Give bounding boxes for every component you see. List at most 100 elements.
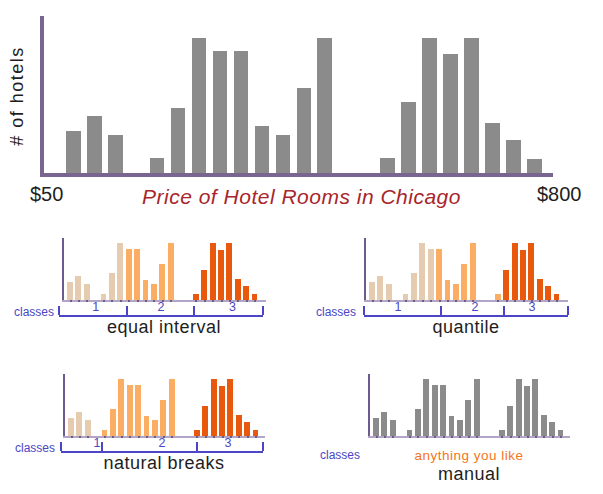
panel-title: equal interval	[52, 317, 276, 338]
classes-label: classes	[316, 305, 356, 319]
histogram-bar	[474, 379, 480, 436]
histogram-bar	[143, 280, 149, 300]
axis-tick	[86, 300, 88, 302]
axis-tick	[204, 300, 206, 302]
histogram-bar	[512, 243, 518, 300]
histogram-bar	[84, 284, 90, 300]
bracket-tick	[58, 306, 60, 315]
axis-tick	[128, 300, 130, 302]
manual-note: anything you like	[368, 448, 570, 463]
axis-tick	[443, 436, 445, 438]
main-histogram-bars	[66, 38, 548, 173]
class-number-label: 2	[471, 300, 478, 314]
histogram-bar	[485, 123, 500, 173]
class-bracket: 123	[59, 303, 263, 317]
histogram-bar	[373, 418, 379, 436]
axis-tick	[213, 436, 215, 438]
histogram-bar	[67, 282, 73, 300]
class-number-label: 3	[225, 436, 232, 450]
histogram-bar	[297, 88, 312, 173]
histogram-bar	[226, 243, 232, 300]
axis-tick	[417, 436, 419, 438]
panel-y-axis-line	[368, 374, 370, 438]
panel-title: natural breaks	[53, 453, 275, 474]
axis-tick	[247, 436, 249, 438]
histogram-bar	[415, 409, 421, 436]
histogram-bar	[423, 379, 429, 436]
histogram-bar	[276, 135, 291, 173]
chart-title: Price of Hotel Rooms in Chicago	[0, 185, 603, 209]
histogram-bar	[169, 379, 175, 436]
histogram-bar	[422, 38, 437, 173]
y-axis-line	[40, 16, 44, 177]
histogram-bar	[66, 131, 81, 173]
histogram-bar	[461, 264, 467, 300]
axis-tick	[405, 300, 407, 302]
axis-tick	[171, 436, 173, 438]
histogram-bar	[201, 270, 207, 300]
axis-tick	[246, 300, 248, 302]
axis-tick	[510, 436, 512, 438]
histogram-bar	[244, 422, 250, 436]
histogram-bar	[117, 243, 123, 300]
panel-plot	[62, 238, 266, 302]
histogram-bar	[457, 420, 463, 436]
panel-histogram-bars	[67, 243, 260, 300]
axis-tick	[254, 300, 256, 302]
axis-tick	[170, 300, 172, 302]
x-axis-line	[40, 173, 553, 177]
histogram-bar	[549, 422, 555, 436]
axis-tick	[451, 436, 453, 438]
x-axis-max-label: $800	[537, 183, 582, 206]
axis-tick	[413, 300, 415, 302]
axis-tick	[205, 436, 207, 438]
histogram-bar	[443, 54, 458, 173]
axis-tick	[476, 436, 478, 438]
panel-histogram-bars	[373, 379, 566, 436]
histogram-bar	[160, 400, 166, 436]
histogram-bar	[464, 38, 479, 173]
main-histogram: # of hotels $50 Price of Hotel Rooms in …	[0, 0, 603, 215]
axis-tick	[434, 436, 436, 438]
axis-tick	[112, 436, 114, 438]
histogram-bar	[110, 409, 116, 436]
axis-tick	[548, 300, 550, 302]
histogram-bar	[537, 279, 543, 300]
axis-tick	[221, 300, 223, 302]
axis-tick	[196, 436, 198, 438]
axis-tick	[459, 436, 461, 438]
axis-tick	[523, 300, 525, 302]
histogram-bar	[134, 249, 140, 300]
axis-tick	[195, 300, 197, 302]
histogram-bar	[150, 158, 165, 173]
histogram-bar	[255, 126, 270, 173]
histogram-bar	[213, 51, 228, 173]
axis-tick	[455, 300, 457, 302]
axis-tick	[439, 300, 441, 302]
axis-tick	[376, 436, 378, 438]
histogram-bar	[506, 140, 521, 173]
bracket-tick	[363, 306, 365, 315]
histogram-bar	[218, 250, 224, 300]
axis-tick	[79, 436, 81, 438]
axis-tick	[71, 436, 73, 438]
classes-label: classes	[14, 305, 54, 319]
histogram-bar	[159, 264, 165, 300]
y-axis-label: # of hotels	[7, 26, 27, 166]
histogram-bar	[243, 286, 249, 300]
axis-tick	[104, 436, 106, 438]
class-number-label: 1	[93, 436, 100, 450]
axis-tick	[506, 300, 508, 302]
axis-tick	[146, 436, 148, 438]
histogram-bar	[470, 243, 476, 300]
histogram-bar	[235, 279, 241, 300]
histogram-bar	[152, 420, 158, 436]
panel-plot	[63, 374, 265, 438]
histogram-bar	[453, 284, 459, 300]
axis-tick	[154, 436, 156, 438]
class-number-label: 3	[529, 300, 536, 314]
histogram-bar	[210, 243, 216, 300]
axis-tick	[497, 300, 499, 302]
panel-y-axis-line	[364, 238, 366, 302]
axis-tick	[392, 436, 394, 438]
